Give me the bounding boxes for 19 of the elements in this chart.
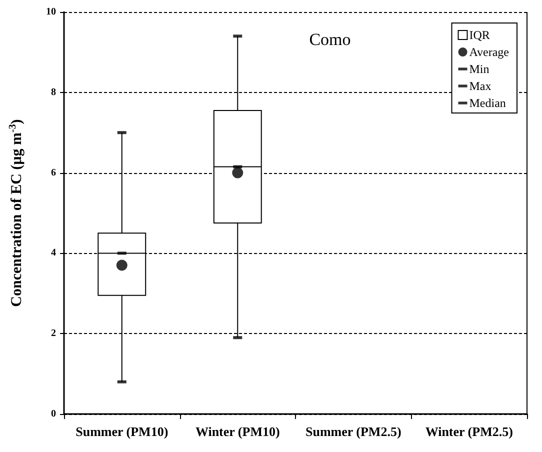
x-tick-label: Winter (PM10) [195, 424, 280, 439]
y-tick-label: 0 [51, 408, 56, 420]
legend-label: Median [469, 96, 506, 110]
x-tick-label: Summer (PM2.5) [305, 424, 402, 439]
y-tick-label: 2 [51, 328, 56, 340]
y-tick-label: 6 [51, 167, 56, 178]
text: Como [309, 30, 351, 49]
point [116, 260, 128, 271]
legend-label: Average [469, 45, 509, 59]
point [232, 167, 244, 178]
legend-label: Min [469, 62, 490, 76]
legend-label: IQR [469, 28, 490, 42]
y-tick-label: 10 [46, 6, 56, 18]
x-tick-label: Winter (PM2.5) [425, 424, 513, 439]
y-tick-label: 8 [51, 86, 56, 98]
y-axis-title: Concentration of EC (μg m-3) [8, 119, 25, 307]
x-tick-label: Summer (PM10) [76, 424, 168, 439]
y-tick-label: 4 [51, 248, 56, 259]
legend-label: Max [469, 79, 492, 93]
